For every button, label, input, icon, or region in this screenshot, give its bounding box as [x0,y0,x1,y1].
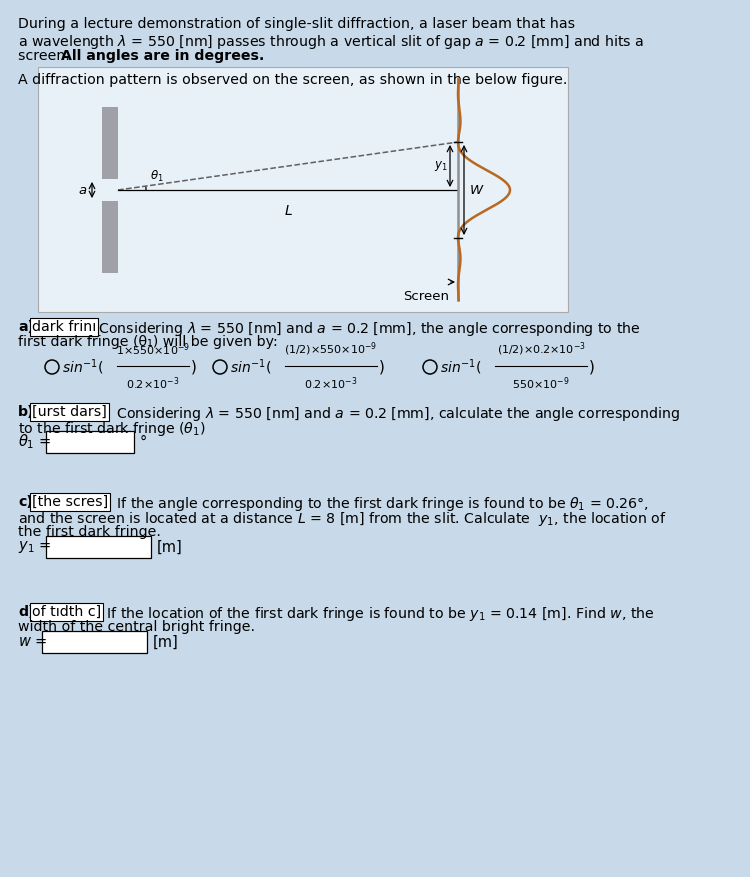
Text: to the first dark fringe ($\theta_1$): to the first dark fringe ($\theta_1$) [18,420,206,438]
Text: $W$: $W$ [469,183,484,196]
Text: If the angle corresponding to the first dark fringe is found to be $\theta_1$ = : If the angle corresponding to the first … [112,495,648,513]
Text: $\mathit{sin}^{-1}($: $\mathit{sin}^{-1}($ [440,357,482,377]
Text: Considering $\lambda$ = 550 [nm] and $a$ = 0.2 [mm], calculate the angle corresp: Considering $\lambda$ = 550 [nm] and $a$… [112,405,680,423]
Text: $0.2{\times}10^{-3}$: $0.2{\times}10^{-3}$ [126,375,180,392]
Text: and the screen is located at a distance $L$ = 8 [m] from the slit. Calculate  $y: and the screen is located at a distance … [18,510,667,528]
Text: screen.: screen. [18,49,74,63]
Text: $1{\times}550{\times}10^{-9}$: $1{\times}550{\times}10^{-9}$ [116,341,190,358]
Text: $\mathit{sin}^{-1}($: $\mathit{sin}^{-1}($ [230,357,272,377]
Text: $y_1$: $y_1$ [434,159,448,173]
Text: ): ) [191,360,196,374]
Text: a wavelength $\lambda$ = 550 [nm] passes through a vertical slit of gap $a$ = 0.: a wavelength $\lambda$ = 550 [nm] passes… [18,33,644,51]
Text: ): ) [589,360,595,374]
Text: first dark fringe (θ₁) will be given by:: first dark fringe (θ₁) will be given by: [18,335,278,349]
Bar [102,201,118,273]
Text: $550{\times}10^{-9}$: $550{\times}10^{-9}$ [512,375,570,392]
Text: °: ° [140,434,147,450]
Text: $w$ =: $w$ = [18,634,47,650]
Text: A diffraction pattern is observed on the screen, as shown in the below figure.: A diffraction pattern is observed on the… [18,73,567,87]
Text: a): a) [18,320,34,334]
Bar [38,67,568,312]
Text: Screen: Screen [403,290,449,303]
Text: Considering $\lambda$ = 550 [nm] and $a$ = 0.2 [mm], the angle corresponding to : Considering $\lambda$ = 550 [nm] and $a$… [94,320,640,338]
Text: $y_1$ =: $y_1$ = [18,539,51,555]
Text: c): c) [18,495,33,509]
Text: During a lecture demonstration of single-slit diffraction, a laser beam that has: During a lecture demonstration of single… [18,17,575,31]
Text: [m]: [m] [157,539,183,554]
Bar [102,107,118,179]
Text: $\theta_1$ =: $\theta_1$ = [18,432,51,452]
Text: If the location of the first dark fringe is found to be $y_1$ = 0.14 [m]. Find $: If the location of the first dark fringe… [102,605,655,623]
Text: d): d) [18,605,34,619]
Text: [the scres]: [the scres] [32,495,108,509]
Text: All angles are in degrees.: All angles are in degrees. [61,49,264,63]
Text: the first dark fringe.: the first dark fringe. [18,525,160,539]
Text: of tıdth c]: of tıdth c] [32,605,101,619]
Text: dark frinı: dark frinı [32,320,96,334]
Text: $0.2{\times}10^{-3}$: $0.2{\times}10^{-3}$ [304,375,358,392]
Text: $L$: $L$ [284,204,292,218]
Bar [46,536,151,558]
Bar [46,431,134,453]
Text: $(1/2){\times}0.2{\times}10^{-3}$: $(1/2){\times}0.2{\times}10^{-3}$ [496,340,586,358]
Text: [urst dars]: [urst dars] [32,405,106,419]
Text: ): ) [379,360,385,374]
Text: [m]: [m] [153,634,178,650]
Bar [42,631,147,653]
Text: $a$: $a$ [78,183,87,196]
Text: $\theta_1$: $\theta_1$ [150,169,164,184]
Text: $\mathit{sin}^{-1}($: $\mathit{sin}^{-1}($ [62,357,104,377]
Text: b): b) [18,405,34,419]
Text: $(1/2){\times}550{\times}10^{-9}$: $(1/2){\times}550{\times}10^{-9}$ [284,340,377,358]
Text: width of the central bright fringe.: width of the central bright fringe. [18,620,255,634]
